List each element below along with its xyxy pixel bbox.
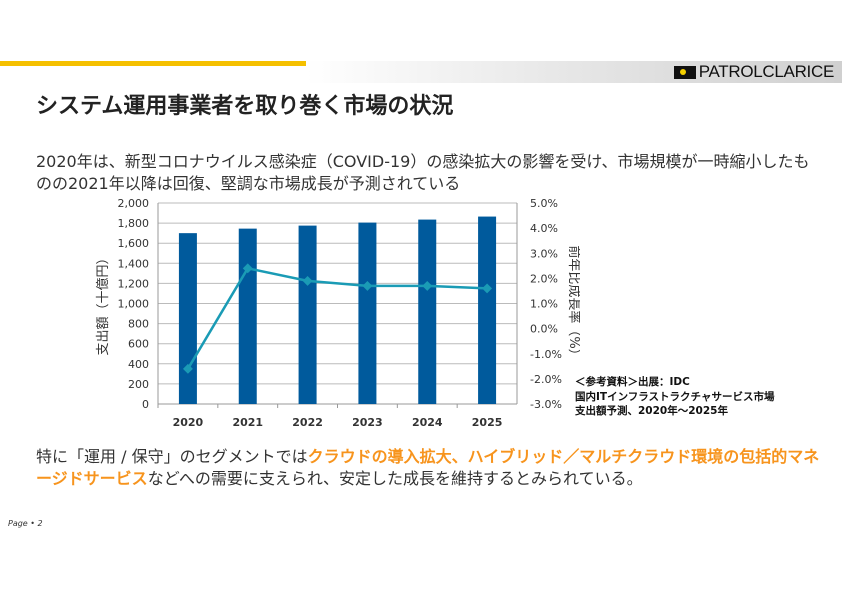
summary-text: 特に「運用 / 保守」のセグメントではクラウドの導入拡大、ハイブリッド／マルチク… [36, 446, 826, 490]
source-line: 国内ITインフラストラクチャサービス市場 [575, 390, 775, 403]
y2-axis-label: 前年比成長率（%） [566, 245, 580, 361]
growth-line [186, 266, 488, 370]
x-tick-label: 2022 [292, 416, 323, 429]
x-tick-label: 2025 [472, 416, 503, 429]
summary-part: 特に「運用 / 保守」のセグメントでは [36, 447, 308, 466]
source-note: ＜参考資料＞出展：IDC 国内ITインフラストラクチャサービス市場 支出額予測、… [575, 375, 774, 419]
bar [418, 219, 437, 404]
y2-tick-label: 3.0% [530, 247, 558, 260]
y2-tick-label: -2.0% [530, 373, 562, 386]
y-tick-label: 1,600 [118, 237, 150, 250]
page-number: Page • 2 [8, 519, 43, 528]
bar [238, 228, 257, 404]
y2-tick-label: -3.0% [530, 398, 562, 411]
y-tick-label: 1,000 [118, 298, 150, 311]
header-band [306, 61, 842, 83]
y-tick-label: 0 [142, 398, 149, 411]
x-tick-label: 2020 [173, 416, 204, 429]
lead-text: 2020年は、新型コロナウイルス感染症（COVID-19）の感染拡大の影響を受け… [36, 152, 810, 193]
growth-point [242, 263, 253, 274]
x-tick-label: 2021 [232, 416, 263, 429]
logo-text: PATROLCLARICE [698, 62, 835, 81]
bar [178, 233, 197, 404]
x-tick-label: 2024 [412, 416, 443, 429]
summary-highlight: クラウドの導入拡大、ハイブリッド／マルチクラウド環境の包括的マネージドサービス [36, 447, 820, 488]
logo-mark-icon [673, 65, 696, 79]
y-tick-label: 200 [128, 378, 149, 391]
y-tick-label: 1,800 [118, 217, 150, 230]
y2-tick-label: 0.0% [530, 323, 558, 336]
bar [298, 225, 317, 404]
page-title: システム運用事業者を取り巻く市場の状況 [36, 94, 454, 119]
y-axis-label: 支出額（十億円） [95, 251, 111, 355]
y2-tick-label: 4.0% [530, 222, 558, 235]
source-line: ＜参考資料＞出展：IDC [575, 376, 690, 388]
logo: PATROLCLARICE [673, 62, 835, 82]
source-line: 支出額予測、2020年～2025年 [575, 405, 728, 417]
growth-point [182, 363, 193, 374]
page-num: 2 [37, 519, 43, 528]
y-tick-label: 1,200 [118, 277, 150, 290]
y-tick-label: 600 [128, 338, 149, 351]
bar [478, 216, 497, 404]
y-tick-label: 800 [128, 318, 149, 331]
y2-tick-label: 5.0% [530, 197, 558, 210]
growth-point [302, 275, 313, 286]
y2-tick-label: -1.0% [530, 348, 562, 361]
accent-bar [0, 61, 306, 66]
growth-point [482, 283, 493, 294]
chart: 0 200 400 600 800 1,000 1,200 1,400 1,600 1,800 2,… [95, 197, 580, 429]
y-tick-label: 2,000 [118, 197, 150, 210]
y2-tick-label: 1.0% [530, 298, 558, 311]
x-tick-label: 2023 [352, 416, 383, 429]
summary-part: などへの需要に支えられ、安定した成長を維持するとみられている。 [147, 469, 643, 488]
y-tick-label: 1,400 [118, 257, 150, 270]
y2-tick-label: 2.0% [530, 272, 558, 285]
bar [358, 222, 377, 404]
page-label: Page [8, 519, 28, 528]
y-tick-label: 400 [128, 358, 149, 371]
